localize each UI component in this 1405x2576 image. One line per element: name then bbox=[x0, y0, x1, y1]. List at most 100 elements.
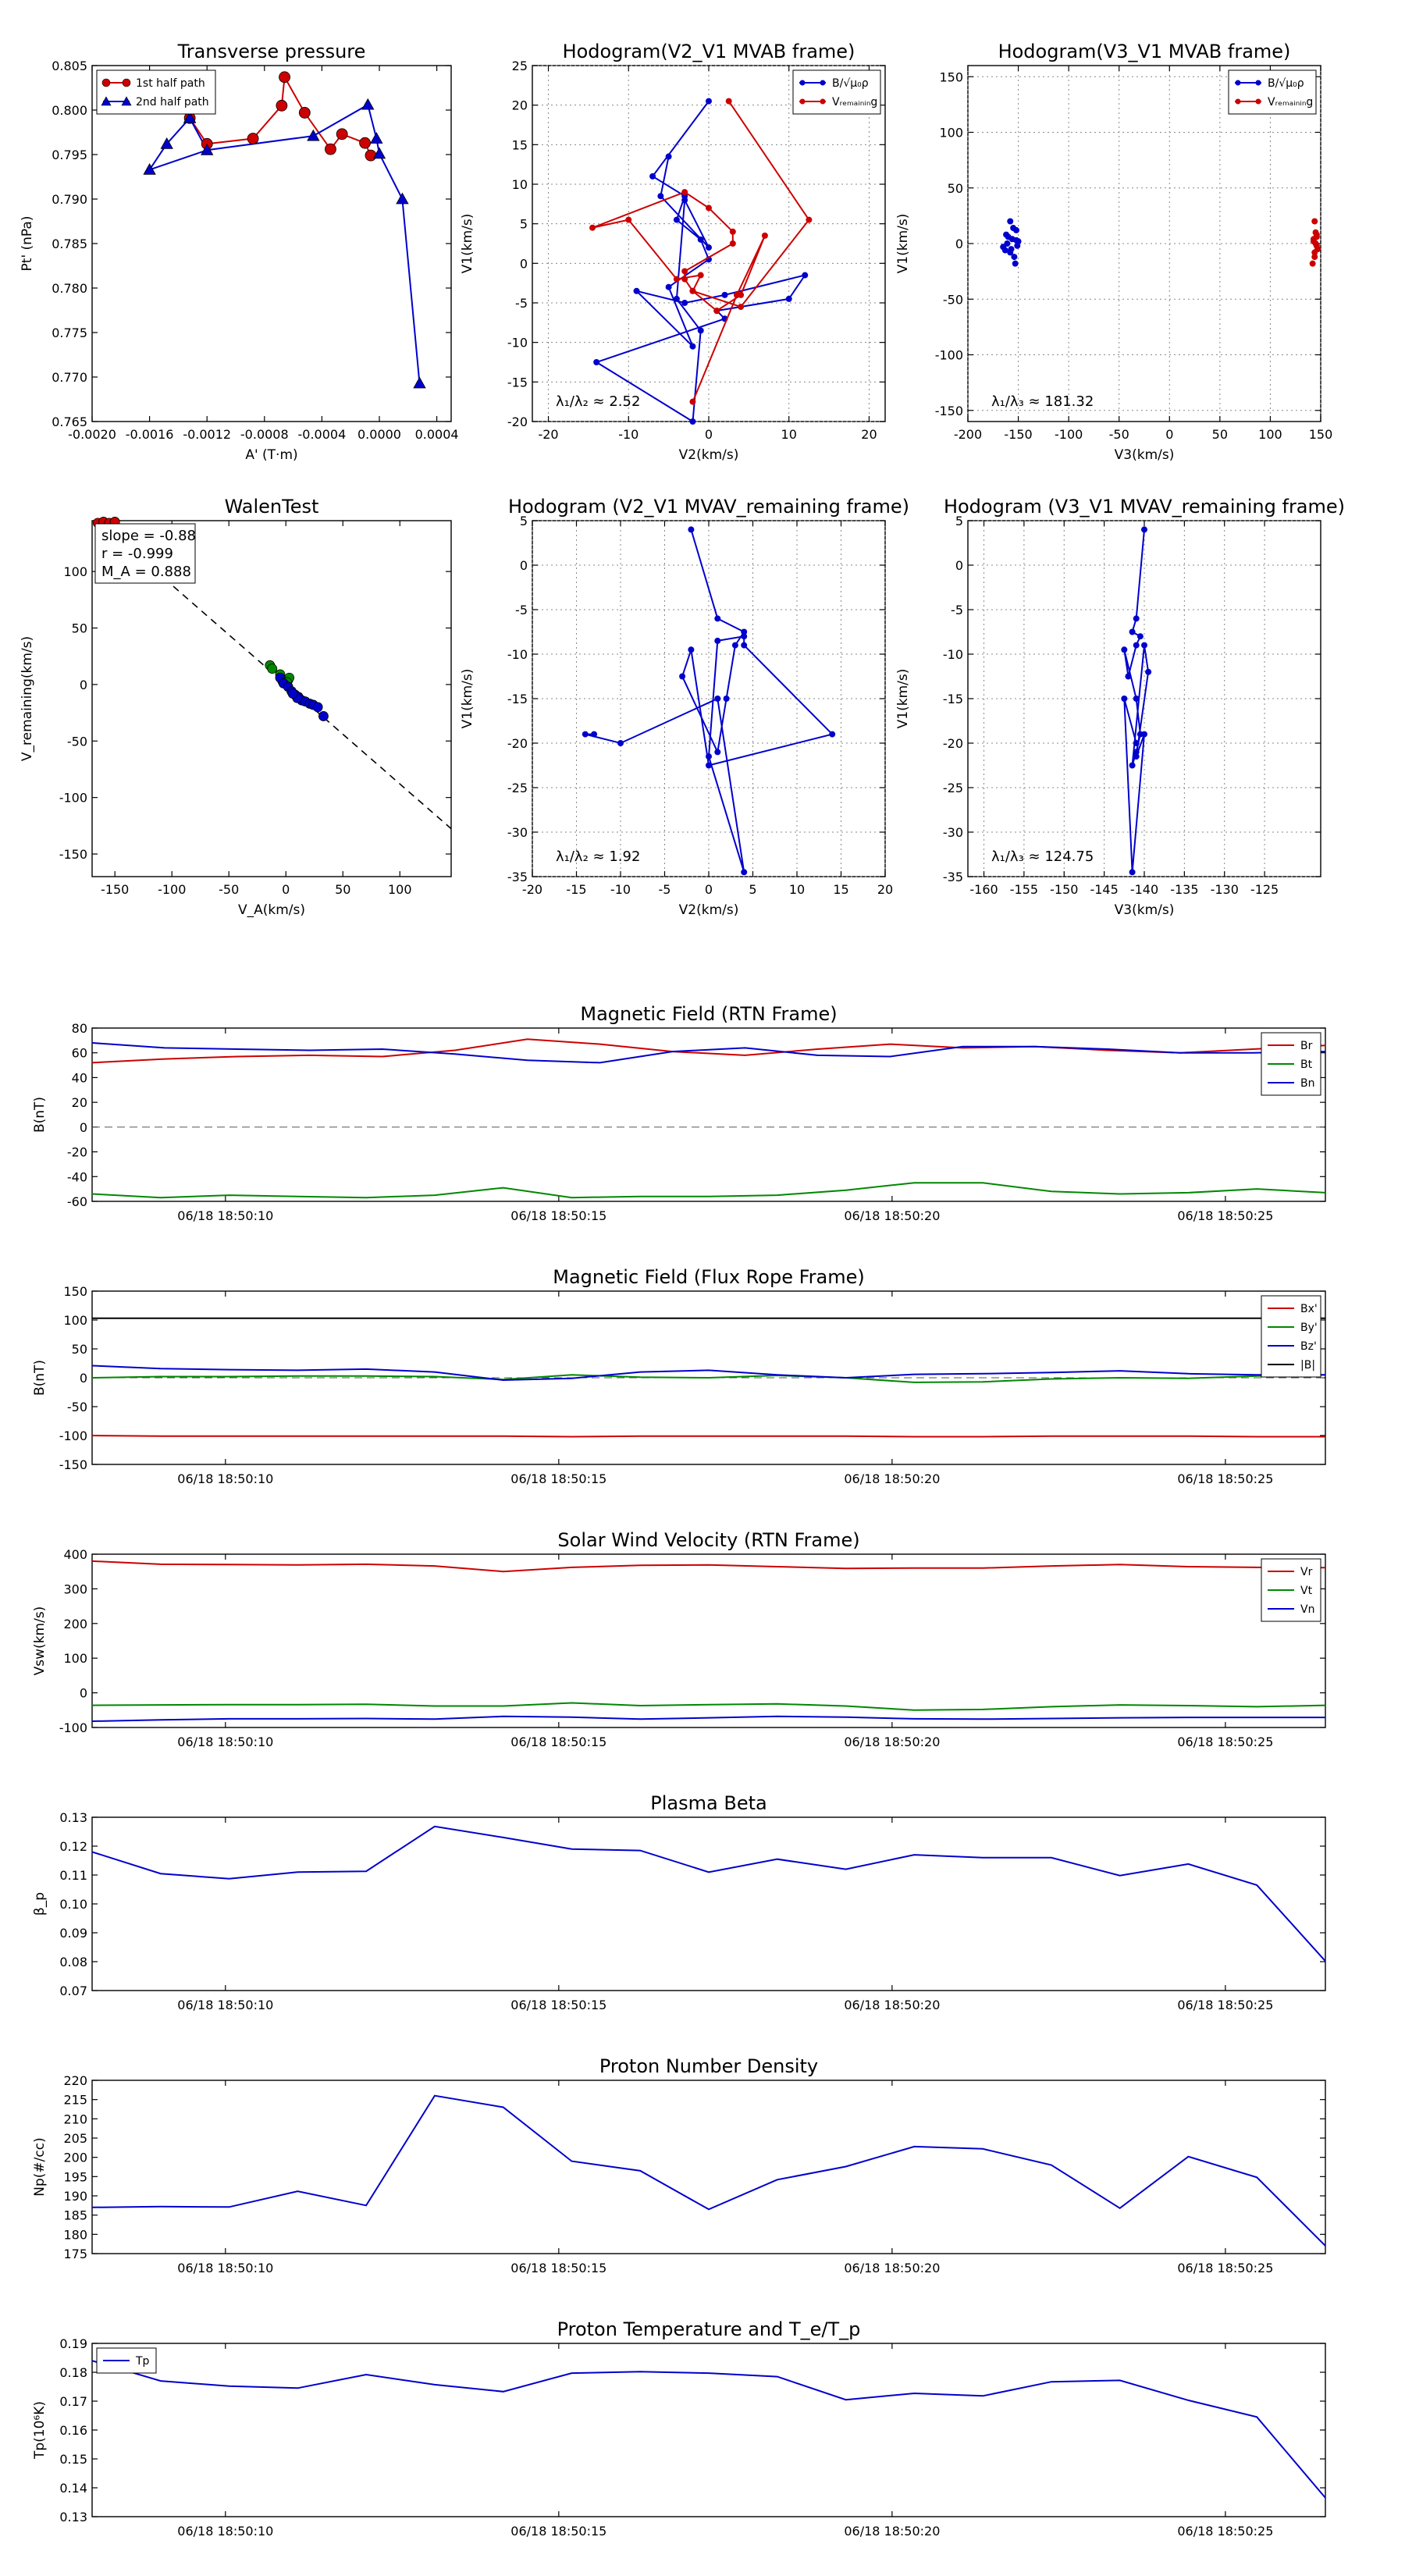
series-marker bbox=[714, 637, 721, 644]
x-tick-label: 06/18 18:50:25 bbox=[1177, 2524, 1273, 2539]
series-marker bbox=[589, 224, 596, 231]
y-tick-label: -150 bbox=[59, 1457, 87, 1472]
legend-label: By' bbox=[1300, 1322, 1318, 1334]
legend-label: Vt bbox=[1300, 1585, 1313, 1597]
y-tick-label: 0.13 bbox=[59, 2510, 87, 2524]
y-tick-label: 185 bbox=[63, 2208, 87, 2223]
x-tick-label: -10 bbox=[618, 427, 638, 442]
series-marker-2nd-half bbox=[201, 143, 214, 155]
series-line-1st-half bbox=[189, 74, 372, 156]
x-axis-label: V_A(km/s) bbox=[238, 902, 305, 918]
x-tick-label: 20 bbox=[861, 427, 877, 442]
x-tick-label: 0 bbox=[705, 882, 713, 897]
series-line-Np bbox=[91, 2094, 1326, 2247]
y-tick-label: -35 bbox=[507, 870, 528, 884]
series-marker-1st-half bbox=[279, 71, 290, 84]
x-tick-label: -155 bbox=[1010, 882, 1038, 897]
y-tick-label: 175 bbox=[63, 2247, 87, 2261]
y-tick-label: 15 bbox=[512, 137, 528, 152]
y-tick-label: -50 bbox=[67, 734, 87, 749]
series-marker bbox=[723, 696, 730, 702]
y-tick-label: 50 bbox=[948, 181, 963, 196]
series-marker bbox=[1012, 260, 1019, 267]
chart-title: Hodogram(V2_V1 MVAB frame) bbox=[563, 41, 855, 62]
annotation-text: λ₁/λ₃ ≈ 124.75 bbox=[991, 849, 1094, 865]
series-marker bbox=[1133, 642, 1140, 649]
x-tick-label: -50 bbox=[1109, 427, 1129, 442]
y-tick-label: 0 bbox=[80, 1686, 87, 1701]
series-marker bbox=[733, 291, 740, 298]
x-axis-label: A' (T·m) bbox=[245, 447, 297, 463]
series-marker bbox=[1141, 526, 1147, 533]
series-marker bbox=[1313, 233, 1320, 240]
series-marker bbox=[633, 287, 640, 294]
y-tick-label: -150 bbox=[935, 404, 963, 418]
legend-label: Bt bbox=[1300, 1059, 1313, 1071]
x-tick-label: 06/18 18:50:20 bbox=[844, 2524, 940, 2539]
series-marker bbox=[1309, 260, 1316, 267]
y-tick-label: -10 bbox=[943, 647, 963, 662]
y-tick-label: 50 bbox=[72, 1342, 87, 1357]
y-tick-label: -100 bbox=[59, 1720, 87, 1735]
chart-h3: -35 -30 -25 -20 -15 -10 -5 0 5 -20 -15 -10 -5 0 5 10 15 2… bbox=[460, 496, 909, 918]
series-marker-0000cc bbox=[318, 711, 329, 721]
y-tick-label: 215 bbox=[63, 2093, 87, 2108]
legend-marker bbox=[820, 80, 826, 86]
y-axis-label: V1(km/s) bbox=[460, 214, 475, 274]
series-line-By' bbox=[91, 1374, 1326, 1383]
series-marker bbox=[785, 295, 792, 302]
y-axis-label: B(nT) bbox=[32, 1360, 48, 1396]
legend-label: Tp bbox=[135, 2355, 150, 2368]
series-marker bbox=[673, 276, 680, 283]
x-tick-label: 20 bbox=[877, 882, 893, 897]
series-marker bbox=[1133, 740, 1140, 746]
legend-marker bbox=[799, 98, 806, 105]
x-tick-label: 06/18 18:50:15 bbox=[510, 2524, 606, 2539]
y-tick-label: 0.16 bbox=[59, 2423, 87, 2438]
series-marker bbox=[1311, 249, 1318, 256]
series-line-Vt bbox=[91, 1702, 1326, 1711]
x-tick-label: 06/18 18:50:15 bbox=[510, 1735, 606, 1749]
x-tick-label: 06/18 18:50:15 bbox=[510, 1998, 606, 2012]
x-tick-label: -145 bbox=[1090, 882, 1118, 897]
legend-marker bbox=[1235, 80, 1241, 86]
axes-frame bbox=[91, 1816, 1326, 1991]
y-tick-label: -10 bbox=[507, 336, 528, 350]
series-marker bbox=[1141, 642, 1147, 649]
series-marker bbox=[697, 236, 704, 243]
y-tick-label: 0.785 bbox=[52, 237, 87, 251]
legend-box bbox=[1228, 69, 1317, 115]
series-marker bbox=[829, 731, 836, 738]
x-tick-label: 10 bbox=[789, 882, 805, 897]
y-tick-label: 10 bbox=[512, 177, 528, 192]
series-marker-1st-half bbox=[247, 133, 259, 144]
series-marker-1st-half bbox=[325, 143, 336, 155]
series-marker bbox=[714, 615, 721, 622]
series-marker bbox=[1010, 225, 1017, 232]
series-marker-2nd-half bbox=[361, 98, 375, 110]
y-tick-label: -20 bbox=[943, 736, 963, 751]
x-tick-label: 150 bbox=[1309, 427, 1333, 442]
y-tick-label: 0.17 bbox=[59, 2394, 87, 2409]
y-tick-label: 0.770 bbox=[52, 370, 87, 385]
y-tick-label: 195 bbox=[63, 2169, 87, 2184]
series-marker-1st-half bbox=[298, 107, 311, 119]
series-marker bbox=[741, 869, 748, 876]
y-tick-label: 0.08 bbox=[59, 1955, 87, 1969]
y-tick-label: 0.12 bbox=[59, 1839, 87, 1854]
x-tick-label: -130 bbox=[1211, 882, 1239, 897]
series-marker bbox=[1129, 762, 1136, 769]
y-tick-label: -5 bbox=[951, 603, 963, 617]
x-tick-label: -150 bbox=[1050, 882, 1078, 897]
series-marker bbox=[738, 304, 745, 311]
y-tick-label: -100 bbox=[935, 348, 963, 363]
legend-label: Vᵣₑₘₐᵢₙᵢₙg bbox=[832, 96, 877, 109]
y-tick-label: 5 bbox=[955, 514, 963, 528]
x-tick-label: 5 bbox=[749, 882, 756, 897]
series-marker bbox=[673, 295, 680, 302]
y-axis-label: V1(km/s) bbox=[895, 669, 911, 729]
series-marker-2nd-half bbox=[183, 111, 197, 123]
series-marker bbox=[665, 283, 672, 290]
series-marker bbox=[1121, 696, 1128, 702]
y-tick-label: 0 bbox=[520, 256, 528, 271]
